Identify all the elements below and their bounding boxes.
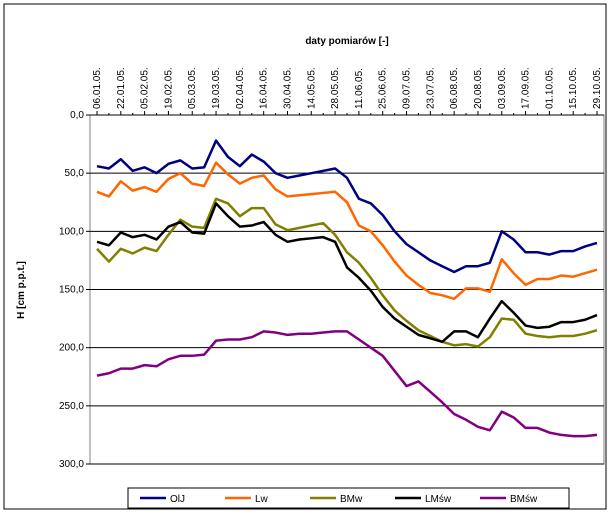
x-tick-label: 14.05.05. bbox=[306, 67, 317, 109]
x-tick-label: 20.08.05. bbox=[473, 67, 484, 109]
x-tick-label: 06.01.05. bbox=[92, 67, 103, 109]
x-tick-label: 11.06.05. bbox=[354, 68, 365, 109]
legend-label: BMw bbox=[340, 494, 363, 505]
x-tick-label: 05.02.05. bbox=[140, 67, 151, 109]
x-tick-label: 09.07.05. bbox=[402, 67, 413, 109]
legend-label: LMśw bbox=[425, 494, 452, 505]
x-tick-label: 19.03.05. bbox=[211, 67, 222, 109]
series-line bbox=[96, 330, 598, 438]
x-tick-label: 03.09.05. bbox=[497, 67, 508, 109]
x-tick-label: 01.10.05. bbox=[544, 67, 555, 109]
x-tick-label: 25.06.05. bbox=[378, 67, 389, 109]
y-tick-label: 200,0 bbox=[59, 343, 84, 354]
series-line bbox=[96, 139, 598, 274]
x-tick-label: 19.02.05. bbox=[163, 67, 174, 109]
series-line bbox=[96, 161, 598, 301]
chart-title: daty pomiarów [-] bbox=[305, 36, 388, 47]
x-tick-label: 30.04.05. bbox=[282, 67, 293, 109]
x-tick-label: 05.03.05. bbox=[187, 67, 198, 109]
x-tick-label: 06.08.05. bbox=[449, 67, 460, 109]
y-tick-label: 250,0 bbox=[59, 401, 84, 412]
series-line bbox=[96, 197, 598, 348]
x-tick-label: 15.10.05. bbox=[568, 67, 579, 109]
x-tick-label: 23.07.05. bbox=[425, 67, 436, 109]
y-tick-label: 100,0 bbox=[59, 226, 84, 237]
y-tick-label: 0,0 bbox=[70, 110, 84, 121]
y-axis-label: H [cm p.p.t.] bbox=[16, 261, 27, 319]
legend-label: OlJ bbox=[170, 494, 185, 505]
x-tick-label: 02.04.05. bbox=[235, 67, 246, 109]
series-line bbox=[96, 202, 598, 344]
legend-label: Lw bbox=[255, 494, 269, 505]
x-tick-label: 17.09.05. bbox=[521, 67, 532, 109]
x-tick-label: 29.10.05. bbox=[592, 67, 603, 109]
legend-label: BMśw bbox=[510, 494, 538, 505]
y-tick-label: 150,0 bbox=[59, 285, 84, 296]
x-tick-label: 28.05.05. bbox=[330, 67, 341, 109]
legend bbox=[127, 487, 570, 509]
y-tick-label: 300,0 bbox=[59, 459, 84, 470]
y-tick-label: 50,0 bbox=[65, 168, 85, 179]
x-tick-label: 22.01.05. bbox=[116, 67, 127, 109]
x-tick-label: 16.04.05. bbox=[259, 67, 270, 109]
